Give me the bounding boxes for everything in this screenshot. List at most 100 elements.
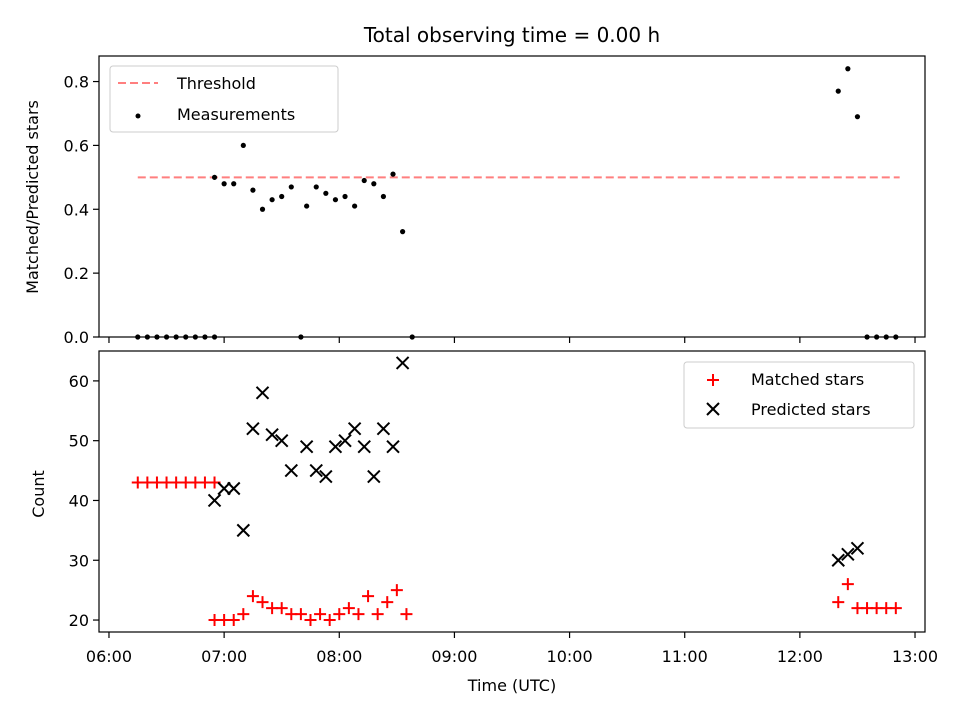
measurement-point — [240, 142, 246, 149]
measurement-point — [144, 334, 150, 340]
predicted-star-marker — [831, 553, 845, 567]
y-tick-label: 50 — [69, 432, 89, 451]
top-axes-frame — [98, 55, 926, 338]
measurement-point — [279, 193, 285, 200]
measurement-point — [883, 334, 889, 340]
x-tick-label: 07:00 — [201, 647, 247, 666]
matched-star-marker — [304, 614, 317, 627]
y-tick-label: 0.6 — [64, 136, 89, 155]
measurement-point — [135, 334, 141, 340]
matched-star-marker — [237, 608, 250, 621]
measurement-point — [845, 66, 851, 72]
matched-star-marker — [390, 584, 403, 597]
bottom-legend-box — [683, 361, 915, 429]
x-tick-label: 10:00 — [547, 647, 593, 666]
measurement-point — [221, 181, 227, 187]
predicted-star-marker — [309, 463, 323, 478]
matched-star-marker — [333, 608, 346, 621]
measurement-point — [259, 206, 266, 212]
top-panel: 0.00.20.40.60.8 Matched/Predicted stars … — [23, 55, 926, 347]
x-tick-label: 11:00 — [662, 647, 708, 666]
matched-star-marker — [227, 614, 240, 627]
bottom-legend: Matched stars Predicted stars — [683, 361, 915, 429]
bottom-y-ticks: 20 30 40 50 60 — [69, 372, 99, 630]
measurement-point — [288, 184, 294, 190]
predicted-star-marker — [850, 541, 865, 556]
predicted-star-marker — [357, 439, 371, 454]
matched-star-marker — [246, 590, 259, 603]
measurement-point — [332, 197, 339, 203]
measurement-point — [352, 203, 358, 209]
measurement-point — [864, 334, 870, 340]
top-y-axis-label: Matched/Predicted stars — [23, 100, 42, 294]
measurement-point — [211, 334, 218, 340]
x-tick-label: 06:00 — [86, 647, 132, 666]
predicted-star-marker — [265, 427, 279, 442]
measurement-point — [323, 190, 329, 196]
matched-star-marker — [323, 614, 336, 627]
legend-measurements-swatch — [135, 113, 141, 119]
y-tick-label: 0.0 — [64, 328, 89, 347]
measurement-point — [173, 334, 179, 340]
top-legend: Threshold Measurements — [109, 65, 339, 133]
matched-star-marker — [256, 596, 269, 609]
top-legend-box — [109, 65, 339, 133]
x-tick-label: 12:00 — [777, 647, 823, 666]
measurement-point — [211, 174, 218, 180]
measurement-point — [183, 334, 189, 340]
bottom-y-axis-label: Count — [29, 470, 48, 518]
measurement-point — [298, 334, 304, 340]
predicted-star-marker — [255, 386, 270, 400]
measurement-point — [371, 181, 377, 187]
y-tick-label: 0.4 — [64, 200, 89, 219]
legend-predicted-label: Predicted stars — [751, 400, 871, 419]
matched-star-marker — [342, 602, 355, 615]
measurement-point — [313, 184, 319, 190]
predicted-star-marker — [841, 547, 855, 561]
measurement-point — [893, 334, 899, 340]
measurement-point — [231, 181, 237, 187]
y-tick-label: 20 — [69, 611, 89, 630]
x-tick-label: 13:00 — [892, 647, 938, 666]
measurement-point — [409, 334, 415, 340]
matched-star-marker — [352, 608, 365, 621]
top-x-ticks — [108, 337, 916, 343]
y-tick-label: 30 — [69, 551, 89, 570]
legend-matched-label: Matched stars — [751, 370, 864, 389]
bottom-axes-frame — [98, 350, 926, 633]
measurement-point — [202, 334, 208, 340]
matched-star-marker — [381, 596, 394, 609]
legend-predicted-swatch — [706, 402, 720, 416]
predicted-star-marker — [299, 439, 314, 454]
measurement-point — [874, 334, 880, 340]
measurement-point — [269, 197, 275, 203]
y-tick-label: 60 — [69, 372, 89, 391]
matched-star-marker — [889, 602, 902, 615]
matched-star-marker — [400, 608, 413, 621]
bottom-panel: 20 30 40 50 60 06:00 07:00 08:00 09:00 10:00 11:0… — [29, 350, 938, 695]
predicted-star-marker — [246, 422, 260, 436]
measurement-point — [854, 114, 861, 120]
chart-title: Total observing time = 0.00 h — [363, 23, 660, 47]
predicted-star-marker — [395, 356, 410, 370]
measurement-point — [163, 334, 170, 340]
predicted-star-marker — [274, 433, 289, 448]
x-tick-label: 09:00 — [431, 647, 477, 666]
bottom-series — [131, 356, 902, 627]
measurement-point — [154, 334, 160, 340]
matched-star-marker — [841, 578, 854, 591]
matched-star-marker — [314, 608, 327, 621]
x-axis-label: Time (UTC) — [467, 676, 556, 695]
legend-threshold-label: Threshold — [176, 74, 256, 93]
matched-star-marker — [362, 590, 375, 603]
measurement-point — [361, 177, 367, 184]
predicted-star-marker — [386, 439, 400, 454]
bottom-x-ticks: 06:00 07:00 08:00 09:00 10:00 11:00 12:00 13:00 — [86, 632, 938, 666]
predicted-star-marker — [347, 422, 362, 436]
predicted-star-marker — [376, 422, 391, 436]
matched-star-marker — [275, 602, 288, 615]
predicted-star-marker — [367, 469, 381, 484]
measurement-point — [342, 193, 348, 200]
legend-measurements-label: Measurements — [177, 105, 295, 124]
